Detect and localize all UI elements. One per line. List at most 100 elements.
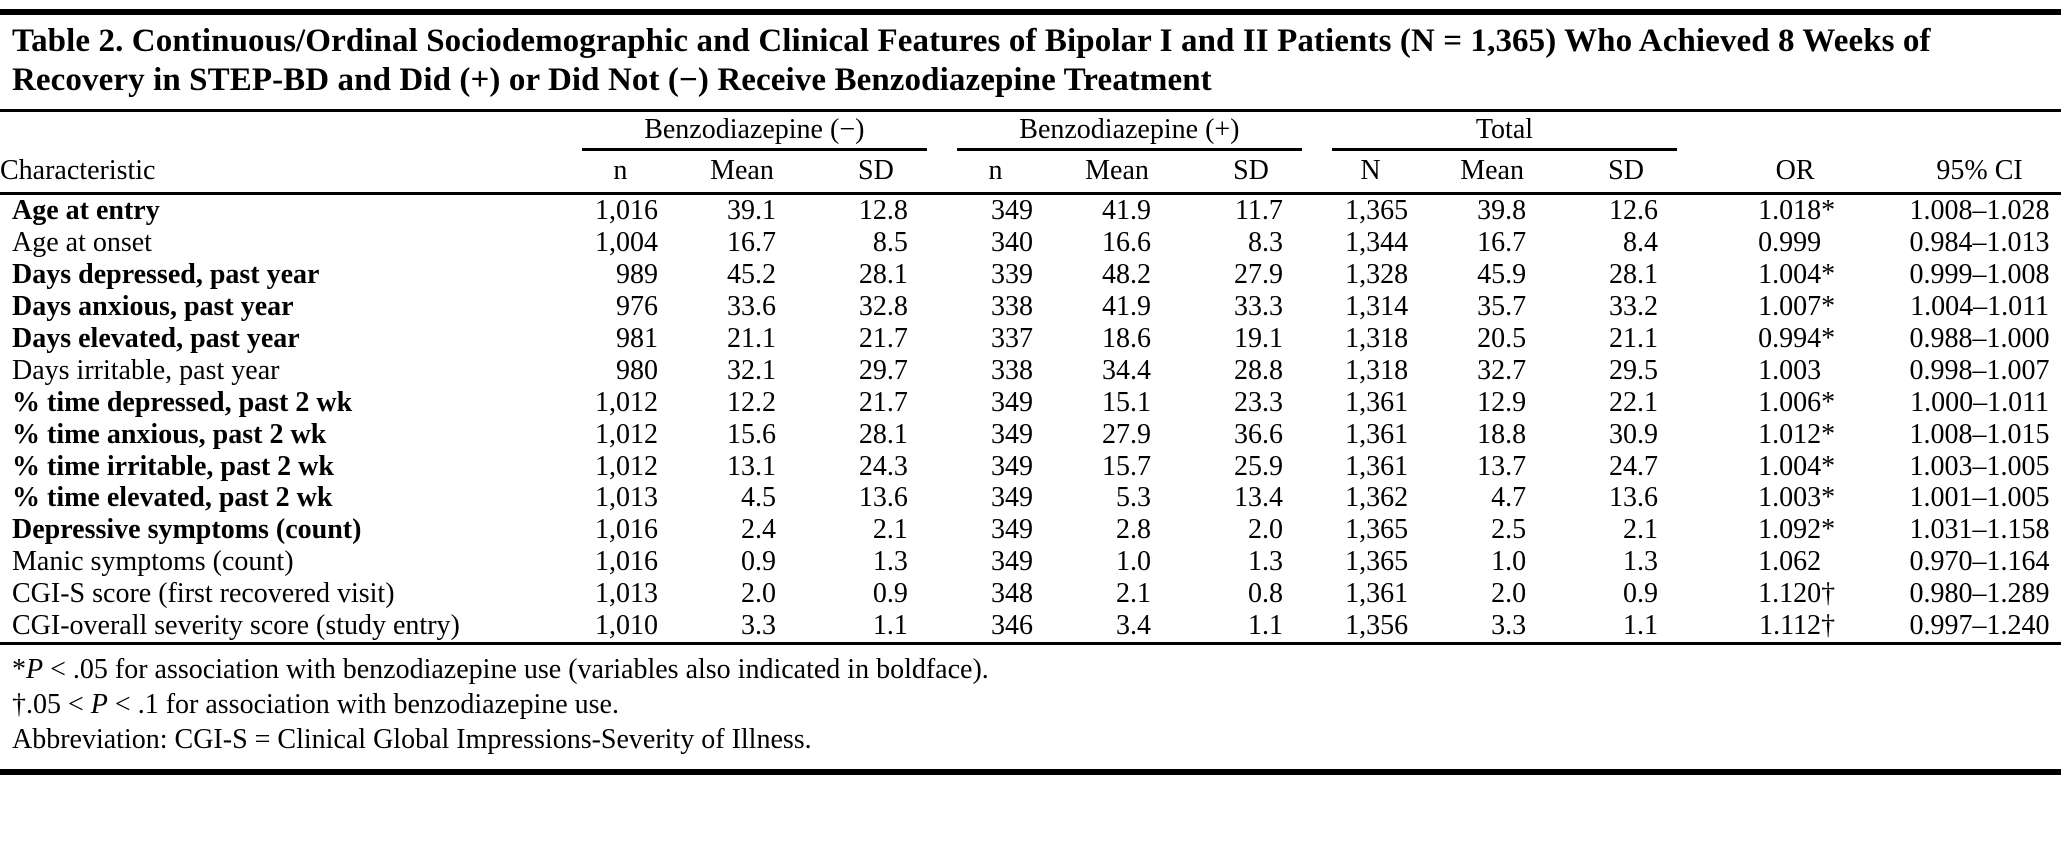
cell-n: 349 [991, 450, 1034, 482]
cell-mean: 27.9 [1102, 418, 1152, 450]
or-value: 1.006 [1758, 386, 1822, 418]
cell-or: 1.006* [1692, 387, 1898, 419]
cell-n: 349 [991, 482, 1034, 514]
cell-n: 1,328 [1345, 258, 1409, 290]
cell-sd: 13.6 [858, 482, 908, 514]
table-row: % time elevated, past 2 wk 1,013 4.5 13.6 34… [0, 482, 2061, 514]
or-significance-marker: * [1821, 386, 1836, 418]
or-significance-marker: * [1821, 418, 1836, 450]
or-significance-marker: * [1821, 290, 1836, 322]
or-value: 1.003 [1758, 354, 1822, 386]
cell-sd: 22.1 [1609, 386, 1659, 418]
table-row: Manic symptoms (count) 1,016 0.9 1.3 349 1.0 1… [0, 546, 2061, 578]
caption-rule [0, 108, 2061, 112]
cell-n: 348 [991, 578, 1034, 610]
col-header-mean-total: Mean [1424, 151, 1561, 195]
cell-or: 1.003* [1692, 482, 1898, 514]
cell-or: 1.092* [1692, 514, 1898, 546]
cell-mean: 13.1 [726, 450, 776, 482]
cell-n: 1,016 [594, 514, 658, 546]
cell-or: 1.012* [1692, 419, 1898, 451]
cell-mean: 15.6 [726, 418, 776, 450]
cell-or: 0.994* [1692, 323, 1898, 355]
row-characteristic: % time elevated, past 2 wk [12, 482, 333, 514]
cell-n: 338 [991, 290, 1034, 322]
stats-table: Benzodiazepine (−) Benzodiazepine (+) To… [0, 112, 2061, 642]
cell-sd: 1.1 [1247, 610, 1283, 642]
cell-sd: 28.1 [1609, 258, 1659, 290]
footnote-segment: < .05 for association with benzodiazepin… [43, 654, 989, 686]
col-header-or: OR [1692, 151, 1899, 195]
group-header-benzo-neg: Benzodiazepine (−) [567, 112, 942, 152]
cell-sd: 29.7 [858, 354, 908, 386]
cell-sd: 2.1 [1623, 514, 1659, 546]
or-significance-marker: * [1821, 514, 1836, 546]
cell-ci: 1.008–1.028 [1909, 194, 2050, 226]
cell-mean: 41.9 [1102, 290, 1152, 322]
cell-mean: 4.7 [1491, 482, 1527, 514]
cell-sd: 21.7 [858, 386, 908, 418]
cell-n: 349 [991, 514, 1034, 546]
cell-sd: 33.2 [1609, 290, 1659, 322]
cell-n: 1,318 [1345, 322, 1409, 354]
cell-n: 1,012 [594, 386, 658, 418]
cell-n: 976 [615, 290, 658, 322]
cell-or: 1.062 [1692, 546, 1898, 578]
or-significance-marker: * [1821, 450, 1836, 482]
cell-n: 349 [991, 194, 1034, 226]
footnote-segment: †.05 < [12, 688, 91, 720]
col-header-sd-total: SD [1560, 151, 1693, 195]
bottom-rule [0, 769, 2061, 776]
table-row: % time anxious, past 2 wk 1,012 15.6 28.1 34… [0, 419, 2061, 451]
cell-sd: 29.5 [1609, 354, 1659, 386]
cell-n: 1,365 [1345, 194, 1409, 226]
cell-sd: 28.8 [1233, 354, 1283, 386]
cell-mean: 39.1 [726, 194, 776, 226]
group-header-row: Benzodiazepine (−) Benzodiazepine (+) To… [0, 112, 2061, 152]
cell-mean: 20.5 [1477, 322, 1527, 354]
cell-mean: 16.6 [1102, 226, 1152, 258]
cell-ci: 0.999–1.008 [1909, 258, 2050, 290]
cell-or: 1.018* [1692, 193, 1898, 226]
cell-mean: 15.1 [1102, 386, 1152, 418]
cell-sd: 0.9 [1623, 578, 1659, 610]
table-row: Days elevated, past year 981 21.1 21.7 337 18… [0, 323, 2061, 355]
cell-sd: 30.9 [1609, 418, 1659, 450]
footnote-italic-segment: P [26, 654, 44, 686]
cell-sd: 25.9 [1233, 450, 1283, 482]
group-label-benzo-neg: Benzodiazepine (−) [644, 113, 865, 145]
cell-sd: 11.7 [1234, 194, 1283, 226]
cell-n: 1,314 [1345, 290, 1409, 322]
cell-or: 1.120† [1692, 578, 1898, 610]
group-header-ci-spacer [1898, 112, 2061, 152]
group-header-or-spacer [1692, 112, 1898, 152]
group-header-benzo-pos: Benzodiazepine (+) [942, 112, 1317, 152]
col-header-sd-neg: SD [809, 151, 942, 195]
table-row: Days irritable, past year 980 32.1 29.7 338 3… [0, 355, 2061, 387]
cell-or: 1.004* [1692, 259, 1898, 291]
cell-mean: 34.4 [1102, 354, 1152, 386]
cell-n: 1,361 [1345, 386, 1409, 418]
cell-mean: 3.3 [740, 610, 776, 642]
or-significance-marker: † [1821, 610, 1836, 642]
cell-or: 1.112† [1692, 610, 1898, 642]
cell-n: 1,356 [1345, 610, 1409, 642]
group-label-total: Total [1475, 113, 1534, 145]
characteristic-header: Characteristic [0, 151, 567, 195]
cell-sd: 0.9 [872, 578, 908, 610]
cell-sd: 19.1 [1233, 322, 1283, 354]
cell-n: 1,344 [1345, 226, 1409, 258]
cell-sd: 8.5 [872, 226, 908, 258]
cell-sd: 28.1 [858, 418, 908, 450]
cell-sd: 32.8 [858, 290, 908, 322]
cell-mean: 48.2 [1102, 258, 1152, 290]
cell-or: 1.004* [1692, 451, 1898, 483]
footnotes: *P < .05 for association with benzodiaze… [0, 645, 2061, 767]
cell-ci: 1.000–1.011 [1910, 386, 2050, 418]
cell-mean: 35.7 [1477, 290, 1527, 322]
cell-n: 339 [991, 258, 1034, 290]
cell-ci: 0.984–1.013 [1909, 226, 2050, 258]
or-significance-marker: * [1821, 482, 1836, 514]
group-underline-benzo-pos: Benzodiazepine (+) [956, 114, 1302, 151]
cell-n: 346 [991, 610, 1034, 642]
